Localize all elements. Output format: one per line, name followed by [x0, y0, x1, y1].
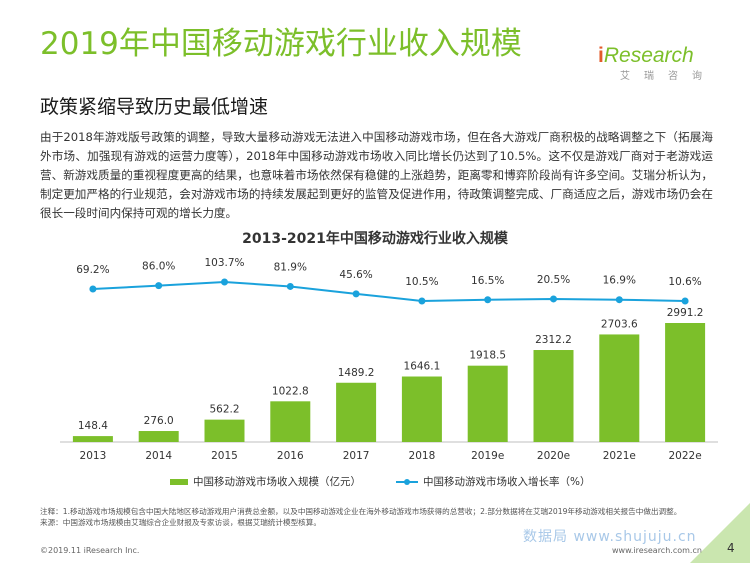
summary-paragraph: 由于2018年游戏版号政策的调整，导致大量移动游戏无法进入中国移动游戏市场，但在…	[40, 130, 713, 220]
growth-point-2018	[418, 297, 426, 305]
growth-label-2020e: 20.5%	[537, 274, 570, 286]
x-tick-2018: 2018	[409, 450, 436, 462]
x-tick-2017: 2017	[343, 450, 370, 462]
growth-label-2021e: 16.9%	[603, 275, 636, 287]
page-title: 2019年中国移动游戏行业收入规模	[40, 26, 522, 62]
growth-label-2013: 69.2%	[76, 264, 109, 276]
x-tick-2014: 2014	[145, 450, 172, 462]
note-text: 注释：1.移动游戏市场规模包含中国大陆地区移动游戏用户消费总金额，以及中国移动游…	[40, 507, 682, 516]
x-tick-2021e: 2021e	[603, 450, 636, 462]
legend-item-revenue: 中国移动游戏市场收入规模（亿元）	[170, 474, 361, 489]
chart-title: 2013-2021年中国移动游戏行业收入规模	[242, 231, 508, 247]
growth-point-2020e	[550, 295, 557, 303]
bar-2021e	[599, 334, 640, 442]
x-tick-2020e: 2020e	[537, 450, 570, 462]
watermark: 数据局 www.shujuju.cn	[523, 529, 697, 545]
legend-swatch-bar	[170, 478, 188, 485]
revenue-chart: 148.4 2013 276.0 2014 562.2 2015 1022.8 2016 148…	[60, 257, 718, 462]
growth-label-2015: 103.7%	[204, 257, 244, 269]
bar-label-2021e: 2703.6	[601, 318, 638, 330]
chart-notes: 注释：1.移动游戏市场规模包含中国大陆地区移动游戏用户消费总金额，以及中国移动游…	[40, 507, 715, 528]
corner-decoration	[690, 503, 750, 563]
bar-label-2015: 562.2	[209, 404, 239, 416]
legend-label-revenue: 中国移动游戏市场收入规模（亿元）	[193, 476, 361, 488]
growth-point-2014	[155, 282, 163, 290]
growth-line	[92, 280, 686, 303]
iresearch-logo: iResearch 艾瑞咨询	[598, 44, 710, 82]
bar-2020e	[533, 350, 574, 442]
growth-label-2018: 10.5%	[405, 276, 438, 288]
bar-label-2020e: 2312.2	[535, 334, 572, 346]
growth-point-2013	[89, 285, 97, 293]
page-subtitle: 政策紧缩导致历史最低增速	[40, 96, 269, 118]
legend-swatch-line	[396, 478, 418, 485]
bar-label-2013: 148.4	[78, 420, 108, 432]
legend-label-growth: 中国移动游戏市场收入增长率（%）	[423, 476, 591, 488]
x-tick-2016: 2016	[277, 450, 304, 462]
source-text: 来源：中国游戏市场规模由艾瑞综合企业财报及专家访谈，根据艾瑞统计模型核算。	[40, 517, 321, 527]
x-tick-2013: 2013	[80, 450, 107, 462]
footer-url[interactable]: www.iresearch.com.cn	[612, 546, 702, 555]
legend-item-growth: 中国移动游戏市场收入增长率（%）	[396, 474, 590, 489]
growth-label-2019e: 16.5%	[471, 275, 504, 287]
bar-2016	[270, 401, 311, 442]
logo-wordmark: iResearch	[598, 44, 694, 67]
bar-label-2014: 276.0	[144, 415, 174, 427]
footer-copyright: ©2019.11 iResearch Inc.	[40, 546, 140, 555]
bar-label-2018: 1646.1	[404, 361, 441, 373]
x-tick-2019e: 2019e	[471, 450, 504, 462]
bar-label-2019e: 1918.5	[469, 350, 506, 362]
bar-label-2017: 1489.2	[338, 367, 375, 379]
logo-cn-text: 艾瑞咨询	[620, 71, 716, 82]
growth-label-2016: 81.9%	[274, 261, 307, 273]
growth-point-2017	[352, 290, 360, 298]
growth-label-2022e: 10.6%	[668, 276, 701, 288]
growth-point-2022e	[681, 297, 689, 305]
growth-point-2015	[221, 278, 228, 286]
bar-2022e	[665, 323, 706, 442]
bar-label-2016: 1022.8	[272, 385, 309, 397]
bar-2018	[401, 376, 442, 442]
bar-2014	[138, 431, 179, 442]
growth-point-2019e	[484, 296, 492, 304]
x-tick-2022e: 2022e	[669, 450, 702, 462]
x-tick-2015: 2015	[211, 450, 238, 462]
growth-label-2017: 45.6%	[339, 269, 372, 281]
bar-2013	[72, 436, 113, 442]
bar-2019e	[467, 365, 508, 442]
growth-point-2016	[286, 282, 294, 290]
bar-2017	[336, 382, 377, 442]
page-number: 4	[727, 541, 735, 555]
growth-point-2021e	[615, 296, 623, 304]
bar-label-2022e: 2991.2	[667, 307, 704, 319]
growth-label-2014: 86.0%	[142, 261, 175, 273]
bar-2015	[204, 419, 245, 442]
